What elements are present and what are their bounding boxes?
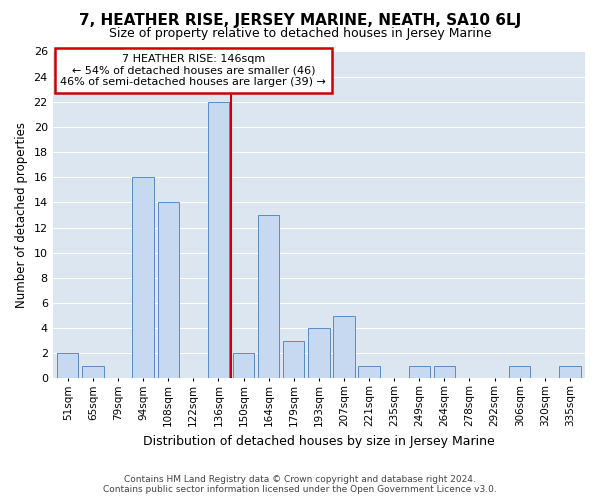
Bar [509,366,530,378]
Y-axis label: Number of detached properties: Number of detached properties [15,122,28,308]
X-axis label: Distribution of detached houses by size in Jersey Marine: Distribution of detached houses by size … [143,434,495,448]
Text: 7 HEATHER RISE: 146sqm
← 54% of detached houses are smaller (46)
46% of semi-det: 7 HEATHER RISE: 146sqm ← 54% of detached… [61,54,326,87]
Bar [258,215,279,378]
Bar [283,341,304,378]
Bar [409,366,430,378]
Bar [57,354,79,378]
Bar [233,354,254,378]
Text: 7, HEATHER RISE, JERSEY MARINE, NEATH, SA10 6LJ: 7, HEATHER RISE, JERSEY MARINE, NEATH, S… [79,12,521,28]
Bar [308,328,329,378]
Text: Size of property relative to detached houses in Jersey Marine: Size of property relative to detached ho… [109,28,491,40]
Bar [434,366,455,378]
Bar [358,366,380,378]
Bar [82,366,104,378]
Bar [208,102,229,378]
Bar [133,178,154,378]
Bar [333,316,355,378]
Text: Contains HM Land Registry data © Crown copyright and database right 2024.
Contai: Contains HM Land Registry data © Crown c… [103,474,497,494]
Bar [559,366,581,378]
Bar [158,202,179,378]
